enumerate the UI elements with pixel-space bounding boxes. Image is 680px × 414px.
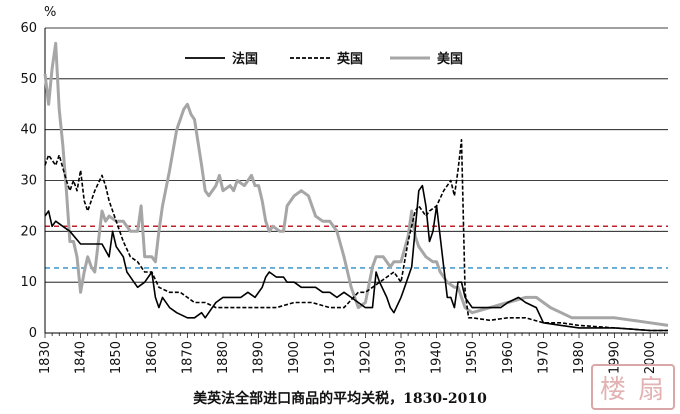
x-tick-1960: 1960	[501, 341, 516, 374]
watermark-stamp: 楼 扇	[591, 364, 675, 410]
gridlines	[45, 27, 668, 334]
x-tick-1900: 1900	[287, 341, 302, 374]
x-tick-1970: 1970	[536, 341, 551, 374]
y-tick-60: 60	[20, 21, 37, 36]
x-tick-1910: 1910	[323, 341, 338, 374]
x-tick-1890: 1890	[252, 341, 267, 374]
axes	[44, 28, 668, 338]
series-line-2	[44, 139, 668, 332]
legend-label-1: 法国	[232, 51, 258, 67]
x-tick-1870: 1870	[180, 341, 195, 374]
x-tick-1860: 1860	[145, 341, 160, 374]
x-tick-1940: 1940	[430, 341, 445, 374]
x-tick-1920: 1920	[358, 341, 373, 374]
x-tick-1830: 1830	[38, 341, 53, 374]
y-tick-0: 0	[29, 326, 37, 341]
y-axis-unit: %	[44, 5, 56, 20]
y-tick-40: 40	[20, 123, 37, 138]
chart-caption: 美英法全部进口商品的平均关税，1830-2010	[193, 391, 487, 407]
x-tick-labels: 1830 1840 1850 1860 1870 1880 1890 1900 1910 1920…	[38, 341, 658, 374]
series-line-3	[43, 41, 669, 327]
x-tick-1880: 1880	[216, 341, 231, 374]
series-line-1	[44, 184, 668, 332]
reference-lines	[45, 225, 668, 269]
y-tick-30: 30	[20, 174, 37, 189]
legend-label-3: 美国	[437, 51, 463, 67]
legend: 法国 英国 美国	[185, 51, 463, 67]
x-tick-1950: 1950	[465, 341, 480, 374]
y-tick-20: 20	[20, 224, 37, 239]
series-lines	[43, 41, 669, 332]
x-tick-1840: 1840	[74, 341, 89, 374]
y-tick-10: 10	[20, 275, 37, 290]
x-tick-1930: 1930	[394, 341, 409, 374]
y-tick-labels: 0 10 20 30 40 50 60	[20, 21, 37, 341]
x-tick-1980: 1980	[572, 341, 587, 374]
y-tick-50: 50	[20, 72, 37, 87]
legend-label-2: 英国	[336, 51, 363, 67]
x-tick-1850: 1850	[109, 341, 124, 374]
